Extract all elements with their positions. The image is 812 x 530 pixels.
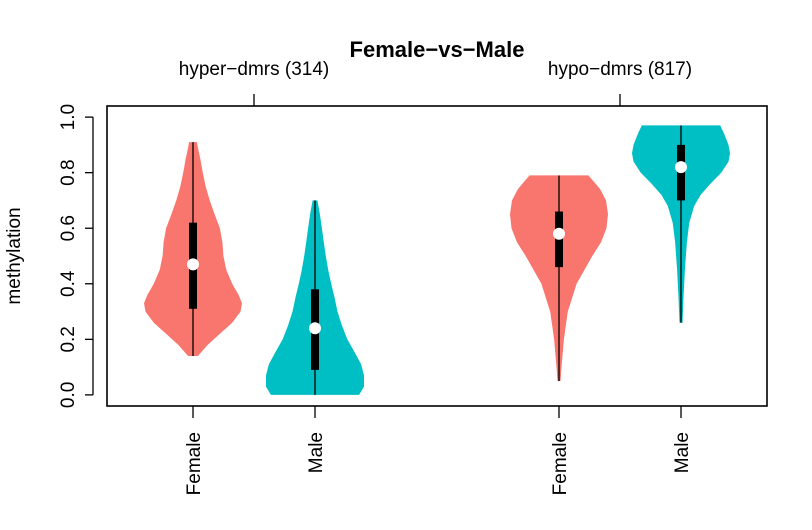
median-point: [675, 161, 687, 174]
y-tick-label: 0.0: [58, 382, 79, 408]
y-tick-label: 1.0: [58, 104, 79, 130]
boxes-layer: [187, 125, 687, 395]
plot-frame: [106, 105, 768, 407]
y-tick-label: 0.2: [58, 326, 79, 352]
y-tick-label: 0.4: [58, 270, 79, 297]
median-point: [187, 258, 199, 271]
axes-layer: 0.0 0.2 0.4 0.6 0.8 1.0 hyper−dmrs (314) Female…: [58, 59, 693, 495]
x-tick-label-male: Male: [672, 432, 693, 473]
median-point: [309, 322, 321, 335]
y-axis-label: methylation: [4, 207, 25, 304]
chart-title: Female−vs−Male: [350, 37, 525, 62]
group-label: hyper−dmrs (314): [179, 59, 329, 80]
x-tick-label-male: Male: [306, 432, 327, 473]
y-tick-label: 0.8: [58, 159, 79, 185]
violins-layer: [144, 125, 730, 395]
x-tick-label-female: Female: [184, 432, 205, 495]
median-point: [553, 227, 565, 240]
y-tick-label: 0.6: [58, 215, 79, 241]
group-label: hypo−dmrs (817): [548, 59, 692, 80]
x-tick-label-female: Female: [550, 432, 571, 495]
